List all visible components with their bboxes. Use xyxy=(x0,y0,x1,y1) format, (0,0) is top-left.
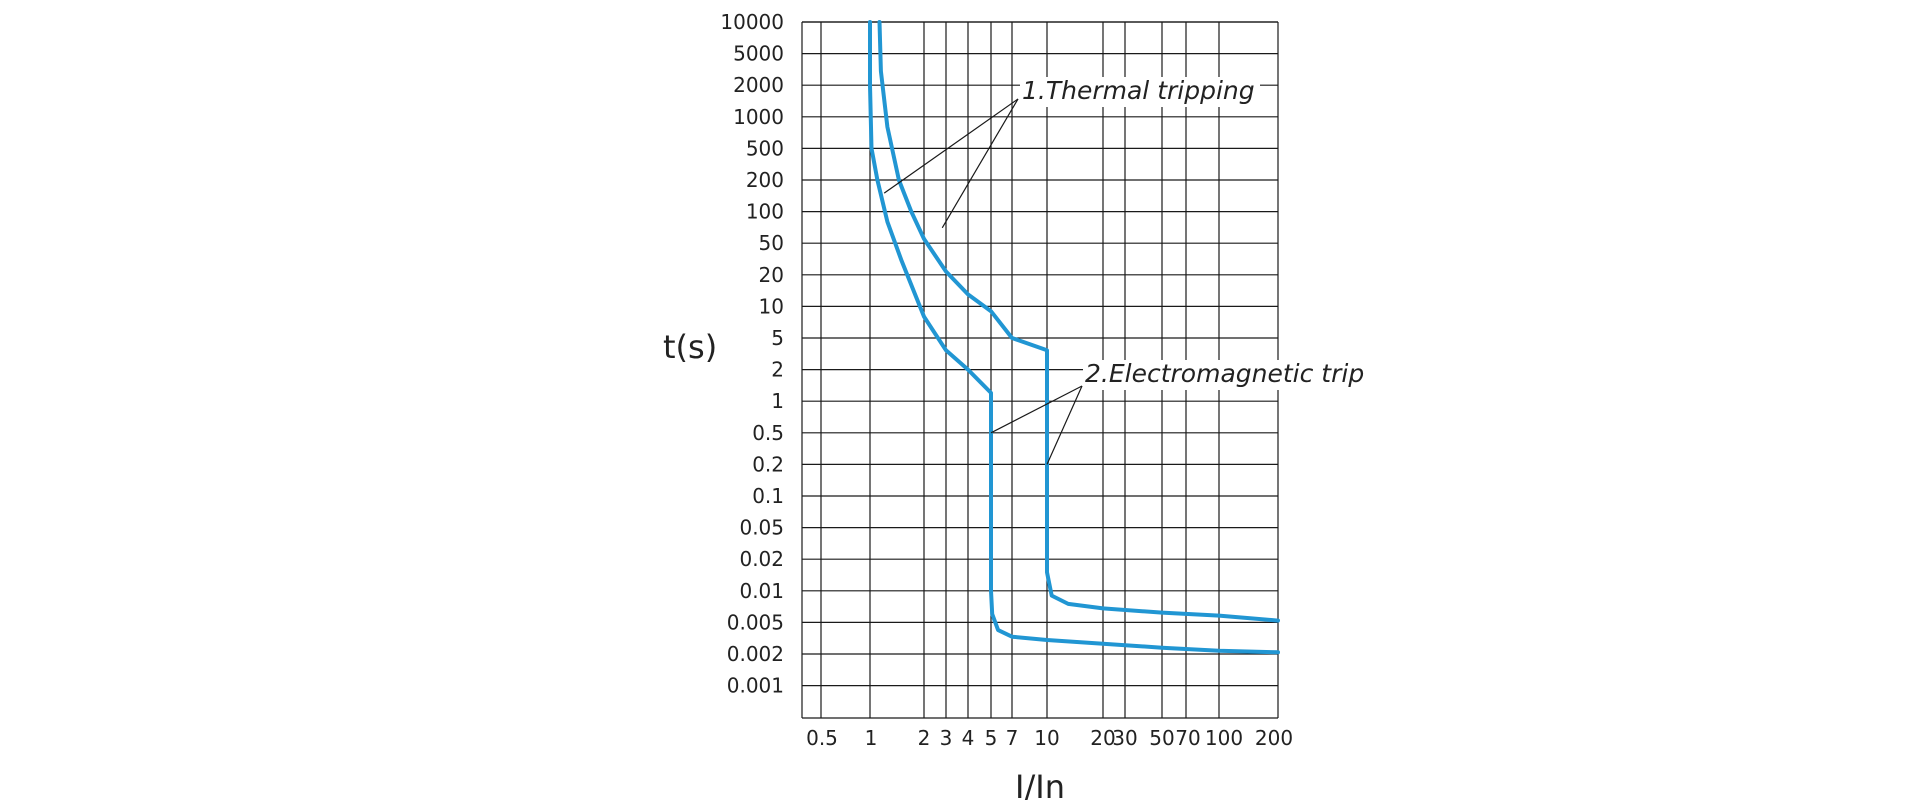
y-tick-label: 10000 xyxy=(720,10,784,34)
y-tick-label: 1000 xyxy=(733,105,784,129)
y-tick-label: 500 xyxy=(746,136,784,160)
y-tick-label: 0.5 xyxy=(752,421,784,445)
annotation-leader-line xyxy=(1046,385,1083,465)
y-tick-label: 2 xyxy=(771,358,784,382)
x-tick-label: 200 xyxy=(1255,726,1293,750)
y-tick-label: 200 xyxy=(746,168,784,192)
y-tick-label: 10 xyxy=(759,294,784,318)
x-tick-label: 70 xyxy=(1175,726,1200,750)
annotation-background xyxy=(1020,77,1260,107)
x-tick-label: 10 xyxy=(1034,726,1059,750)
y-tick-label: 50 xyxy=(759,231,784,255)
y-tick-label: 0.2 xyxy=(752,452,784,476)
x-tick-label: 1 xyxy=(865,726,878,750)
x-tick-label: 100 xyxy=(1205,726,1243,750)
x-tick-label: 3 xyxy=(940,726,953,750)
x-tick-label: 30 xyxy=(1112,726,1137,750)
x-tick-label: 7 xyxy=(1006,726,1019,750)
y-tick-label: 0.01 xyxy=(739,579,784,603)
x-tick-label: 50 xyxy=(1149,726,1174,750)
x-tick-label: 5 xyxy=(985,726,998,750)
y-tick-label: 5 xyxy=(771,326,784,350)
y-tick-label: 0.005 xyxy=(727,610,784,634)
x-axis-title: I/In xyxy=(1015,768,1065,800)
y-tick-label: 0.1 xyxy=(752,484,784,508)
annotation-leader-line xyxy=(990,385,1083,434)
y-tick-label: 5000 xyxy=(733,42,784,66)
x-tick-label: 2 xyxy=(918,726,931,750)
y-tick-label: 1 xyxy=(771,389,784,413)
y-tick-label: 0.02 xyxy=(739,547,784,571)
x-tick-label: 0.5 xyxy=(806,726,838,750)
y-tick-label: 0.05 xyxy=(739,516,784,540)
annotation-label: 1.Thermal tripping xyxy=(1022,76,1255,105)
annotation-label: 2.Electromagnetic trip xyxy=(1085,359,1364,388)
y-tick-label: 0.001 xyxy=(727,674,784,698)
x-tick-label: 20 xyxy=(1090,726,1115,750)
tripping-curve-2 xyxy=(877,20,1280,623)
y-tick-label: 2000 xyxy=(733,73,784,97)
y-tick-labels: 10000 5000 2000 1000 500 200 100 50 20 10 5 2 1 0.5 0.… xyxy=(720,10,784,698)
annotation-leader-line xyxy=(941,98,1019,229)
annotation-background xyxy=(1083,360,1375,390)
annotations: 1.Thermal tripping 2.Electromagnetic trip xyxy=(883,76,1375,465)
x-tick-label: 4 xyxy=(962,726,975,750)
y-axis-title: t(s) xyxy=(663,328,717,366)
y-tick-label: 0.002 xyxy=(727,642,784,666)
y-tick-label: 20 xyxy=(759,263,784,287)
y-tick-label: 100 xyxy=(746,200,784,224)
annotation-leader-line xyxy=(883,98,1019,194)
